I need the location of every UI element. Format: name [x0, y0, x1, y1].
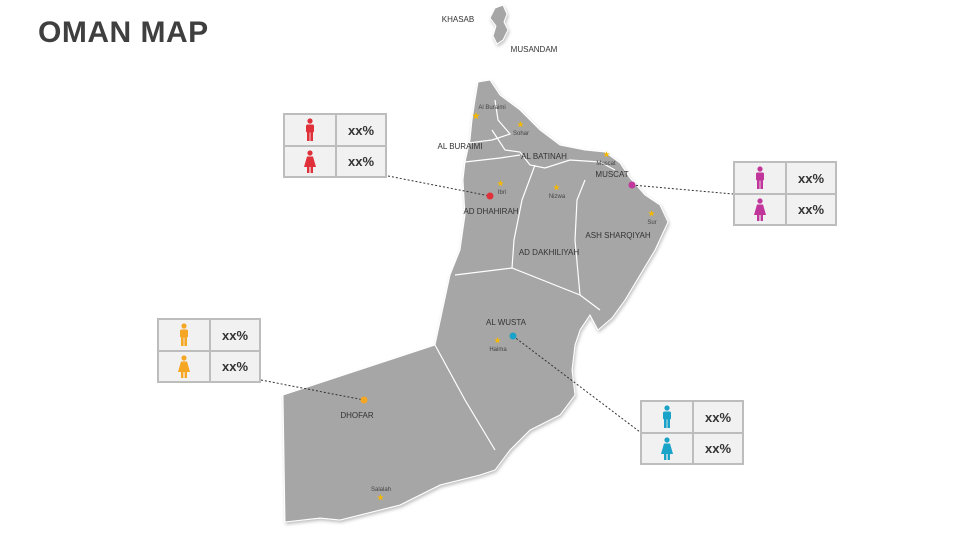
city-sur: Sur [647, 220, 657, 226]
female-percentage: xx% [347, 154, 375, 169]
label-dhofar: DHOFAR [340, 411, 374, 420]
callout-magenta: xx% xx% [733, 161, 837, 226]
city-nizwa: Nizwa [548, 194, 566, 200]
region-borders [434, 99, 616, 451]
city-muscat: Muscat [596, 161, 616, 167]
female-percentage: xx% [797, 202, 825, 217]
city-ibri: Ibri [497, 190, 507, 196]
city-sohar: Sohar [512, 131, 530, 137]
label-ash-sharqiyah: ASH SHARQIYAH [585, 231, 651, 240]
city-salalah: Salalah [370, 487, 392, 493]
mainland [282, 79, 669, 523]
label-al-batinah: AL BATINAH [521, 152, 567, 161]
male-percentage: xx% [704, 409, 732, 425]
male-icon [159, 320, 209, 350]
marker-orange [360, 396, 368, 404]
musandam-region [489, 4, 509, 45]
label-ad-dakhiliyah: AD DAKHILIYAH [518, 248, 580, 257]
marker-magenta [628, 181, 636, 189]
callout-red: xx% xx% [283, 113, 387, 178]
male-icon [285, 115, 335, 145]
female-icon [285, 147, 335, 176]
label-al-wusta: AL WUSTA [485, 318, 527, 327]
connector-lines [260, 175, 734, 433]
city-al-buraimi: Al Buraimi [478, 105, 506, 111]
marker-cyan [509, 332, 517, 340]
label-muscat: MUSCAT [595, 170, 629, 179]
female-icon [642, 434, 692, 463]
label-al-buraimi: AL BURAIMI [437, 142, 483, 151]
city-haima: Haima [489, 347, 507, 353]
male-percentage: xx% [797, 170, 825, 186]
callout-cyan: xx% xx% [640, 400, 744, 465]
page-title: OMAN MAP [38, 16, 209, 49]
male-percentage: xx% [347, 122, 375, 138]
marker-red [486, 192, 494, 200]
female-icon [159, 352, 209, 381]
female-icon [735, 195, 785, 224]
label-musandam: MUSANDAM [510, 45, 558, 54]
male-percentage: xx% [221, 327, 249, 343]
label-khasab: KHASAB [441, 15, 475, 24]
male-icon [642, 402, 692, 432]
female-percentage: xx% [704, 441, 732, 456]
female-percentage: xx% [221, 359, 249, 374]
callout-orange: xx% xx% [157, 318, 261, 383]
male-icon [735, 163, 785, 193]
label-ad-dhahirah: AD DHAHIRAH [463, 207, 519, 216]
